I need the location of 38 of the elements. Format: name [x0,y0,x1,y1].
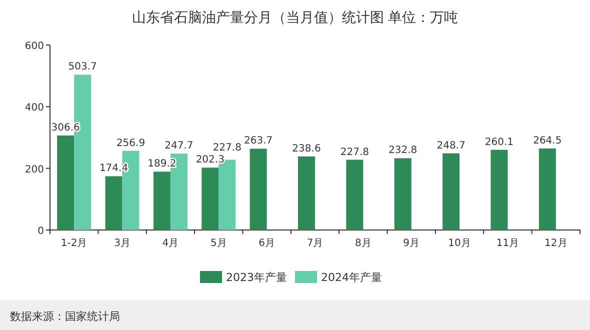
data-label: 260.1 [484,136,514,148]
y-tick-label: 400 [24,102,44,114]
data-label: 202.3 [196,154,224,166]
bar [442,153,460,230]
bar [202,168,219,230]
bar [394,158,412,230]
x-tick-label: 10月 [448,238,471,249]
legend-label: 2023年产量 [226,271,287,284]
bar [490,150,508,230]
data-label: 263.7 [244,136,273,147]
bar [298,156,315,230]
data-label: 264.5 [533,135,562,146]
x-tick-label: 4月 [162,238,179,249]
x-tick-label: 3月 [114,238,130,249]
y-tick-label: 200 [24,164,44,176]
bar [538,148,556,230]
y-tick-label: 0 [38,226,44,237]
bar [105,176,122,230]
x-tick-label: 1-2月 [60,238,88,249]
x-tick-label: 8月 [354,238,372,249]
x-tick-label: 6月 [258,238,276,249]
legend-label: 2024年产量 [321,271,382,284]
x-tick-label: 12月 [544,238,568,249]
x-tick-label: 9月 [403,238,420,249]
bar [346,160,364,230]
data-label: 232.8 [388,145,418,156]
x-tick-label: 7月 [306,238,324,249]
x-tick-label: 5月 [210,238,227,249]
bar [250,148,267,230]
source-note: 数据来源：国家统计局 [10,310,120,323]
data-label: 227.8 [340,146,369,158]
data-label: 248.7 [436,140,466,152]
chart-title: 山东省石脑油产量分月（当月值）统计图 单位：万吨 [132,10,458,26]
y-tick-label: 600 [24,41,44,52]
bar [57,135,74,230]
bar [153,172,170,230]
data-label: 238.6 [292,143,321,154]
x-tick-label: 11月 [496,238,520,249]
